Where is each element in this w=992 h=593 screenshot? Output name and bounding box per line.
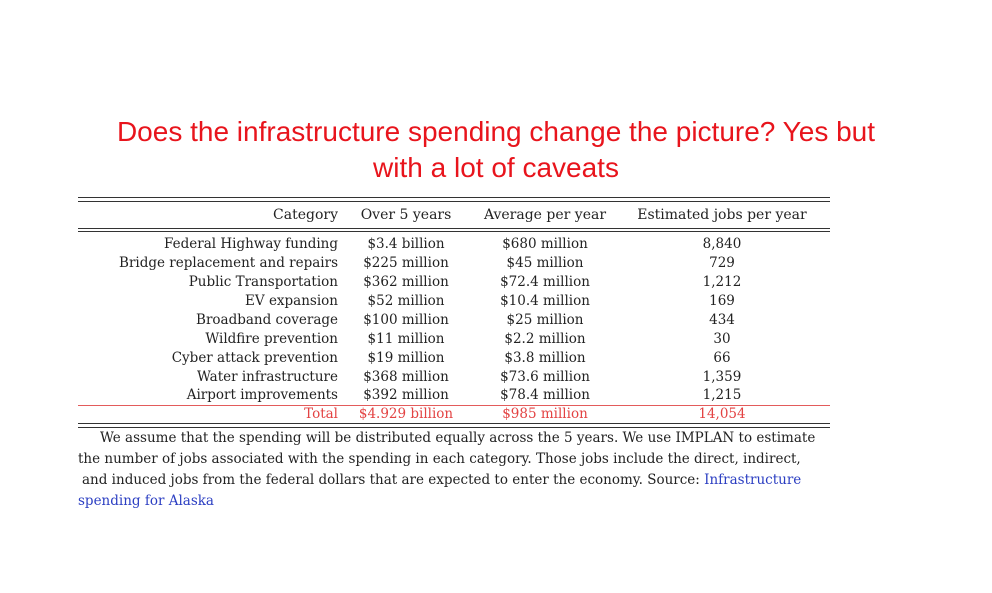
header-rule-2 [78,231,830,232]
row-over-5-years: $362 million [363,274,449,290]
total-average-per-year: $985 million [502,406,588,422]
row-jobs: 169 [709,293,735,309]
total-rule [78,405,830,406]
table-row: Airport improvements $392 million $78.4 … [80,386,830,404]
table-bottom-rule-2 [78,427,830,428]
row-over-5-years: $11 million [367,331,445,347]
row-jobs: 434 [709,312,735,328]
row-category: Public Transportation [188,274,338,290]
total-over-5-years: $4.929 billion [358,406,454,422]
table-row: Wildfire prevention $11 million $2.2 mil… [80,330,830,348]
row-over-5-years: $392 million [363,387,449,403]
row-over-5-years: $100 million [363,312,449,328]
row-category: Wildfire prevention [205,331,338,347]
row-average-per-year: $680 million [502,236,588,252]
row-category: Water infrastructure [196,369,338,385]
row-average-per-year: $2.2 million [504,331,586,347]
table-row: Water infrastructure $368 million $73.6 … [80,368,830,386]
table-total-row: Total $4.929 billion $985 million 14,054 [80,405,830,423]
row-average-per-year: $25 million [506,312,584,328]
table-row: Broadband coverage $100 million $25 mill… [80,311,830,329]
row-average-per-year: $78.4 million [500,387,590,403]
row-over-5-years: $19 million [367,350,445,366]
slide-title-line-2: with a lot of caveats [373,152,619,183]
header-category: Category [273,207,338,223]
header-average-per-year: Average per year [483,207,607,223]
slide-title-line-1: Does the infrastructure spending change … [116,116,876,147]
row-average-per-year: $45 million [506,255,584,271]
row-average-per-year: $10.4 million [500,293,590,309]
row-jobs: 66 [713,350,731,366]
row-category: EV expansion [245,293,338,309]
row-category: Airport improvements [186,387,338,403]
row-category: Federal Highway funding [164,236,338,252]
table-header-row: Category Over 5 years Average per year E… [80,206,830,224]
total-label: Total [304,406,338,422]
row-over-5-years: $52 million [367,293,445,309]
caption-line-3-text: and induced jobs from the federal dollar… [82,472,705,488]
header-rule [78,228,830,229]
table-caption: We assume that the spending will be dist… [78,428,838,512]
row-category: Cyber attack prevention [171,350,338,366]
table-row: Bridge replacement and repairs $225 mill… [80,254,830,272]
row-over-5-years: $225 million [363,255,449,271]
source-link-continued[interactable]: spending for Alaska [78,493,214,509]
row-jobs: 729 [709,255,735,271]
table-row: EV expansion $52 million $10.4 million 1… [80,292,830,310]
caption-line-1: We assume that the spending will be dist… [100,430,816,446]
row-average-per-year: $72.4 million [500,274,590,290]
table-row: Cyber attack prevention $19 million $3.8… [80,349,830,367]
row-over-5-years: $368 million [363,369,449,385]
row-jobs: 1,215 [702,387,742,403]
row-jobs: 1,212 [702,274,742,290]
row-over-5-years: $3.4 billion [367,236,445,252]
table-row: Federal Highway funding $3.4 billion $68… [80,235,830,253]
table-top-rule [78,197,830,198]
row-category: Bridge replacement and repairs [119,255,338,271]
header-over-5-years: Over 5 years [360,207,452,223]
total-jobs: 14,054 [698,406,746,422]
row-category: Broadband coverage [196,312,338,328]
table-row: Public Transportation $362 million $72.4… [80,273,830,291]
row-average-per-year: $3.8 million [504,350,586,366]
source-link[interactable]: Infrastructure [704,472,802,488]
row-jobs: 30 [713,331,731,347]
row-average-per-year: $73.6 million [500,369,590,385]
row-jobs: 1,359 [702,369,742,385]
row-jobs: 8,840 [702,236,742,252]
table-top-rule-2 [78,201,830,202]
table-bottom-rule [78,423,830,424]
caption-line-3: and induced jobs from the federal dollar… [78,470,838,491]
header-estimated-jobs: Estimated jobs per year [637,207,807,223]
caption-line-2: the number of jobs associated with the s… [78,451,801,467]
